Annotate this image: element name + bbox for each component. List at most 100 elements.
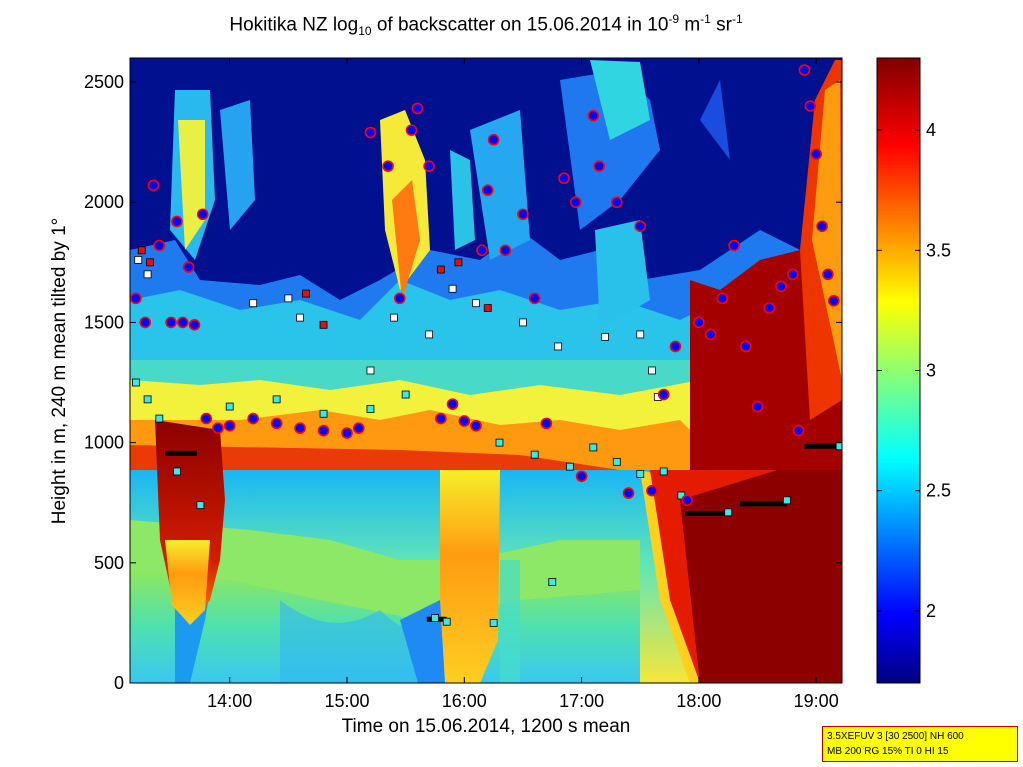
- layer-marker: [827, 294, 840, 307]
- layer-marker: [775, 280, 787, 293]
- cyan-marker: [724, 508, 733, 517]
- layer-marker: [481, 184, 494, 197]
- layer-marker: [575, 470, 588, 483]
- layer-marker: [247, 412, 259, 425]
- layer-marker: [176, 316, 189, 329]
- layer-marker: [147, 179, 160, 192]
- white-marker: [601, 332, 609, 341]
- x-tick-label: 16:00: [442, 691, 487, 711]
- white-marker: [284, 294, 293, 303]
- x-tick-label: 17:00: [559, 691, 604, 711]
- cyan-marker: [565, 462, 574, 471]
- info-box: 3.5XEFUV 3 [30 2500] NH 600 MB 200 RG 15…: [822, 726, 1018, 762]
- markers-layer: [130, 64, 842, 627]
- y-tick-label: 2000: [84, 192, 124, 212]
- layer-marker: [622, 487, 635, 499]
- layer-marker: [804, 100, 817, 112]
- layer-marker: [517, 208, 529, 221]
- layer-marker: [171, 215, 183, 228]
- white-marker: [554, 342, 563, 351]
- cyan-marker: [173, 467, 181, 476]
- layer-marker: [487, 133, 500, 146]
- layer-marker: [822, 268, 834, 281]
- cyan-marker: [155, 414, 164, 423]
- x-tick-label: 15:00: [324, 691, 369, 711]
- cyan-marker: [431, 614, 439, 622]
- colorbar-tick-label: 3.5: [926, 240, 951, 260]
- y-tick-label: 2500: [84, 72, 124, 92]
- layer-marker: [196, 208, 209, 221]
- layer-marker: [446, 398, 459, 410]
- cyan-marker: [612, 457, 621, 466]
- y-tick-label: 1500: [84, 312, 124, 332]
- layer-marker: [476, 244, 488, 257]
- x-tick-labels: 14:00 15:00 16:00 17:00 18:00 19:00: [207, 691, 839, 711]
- y-axis-label: Height in m, 240 m mean tilted by 1°: [49, 217, 70, 525]
- layer-marker: [223, 419, 236, 432]
- y-tick-label: 500: [94, 553, 124, 573]
- cyan-marker: [196, 501, 205, 510]
- cyan-marker: [401, 390, 410, 399]
- red-marker: [137, 246, 146, 255]
- layer-marker: [704, 328, 717, 341]
- white-marker: [448, 284, 457, 293]
- colorbar-ticks: 2 2.5 3 3.5 4: [877, 120, 951, 621]
- x-tick-label: 14:00: [207, 691, 252, 711]
- layer-marker: [634, 220, 647, 233]
- layer-marker: [558, 172, 570, 184]
- layer-marker: [423, 160, 435, 172]
- cyan-marker: [548, 578, 557, 586]
- colorbar-tick-label: 2: [926, 601, 936, 621]
- layer-marker: [139, 316, 152, 329]
- white-marker: [249, 299, 258, 308]
- white-marker: [472, 299, 480, 308]
- layer-marker: [130, 292, 142, 305]
- layer-marker: [693, 316, 705, 329]
- white-marker: [143, 270, 152, 279]
- red-marker: [146, 258, 154, 267]
- cyan-marker: [659, 467, 668, 476]
- layer-marker: [382, 160, 394, 172]
- layer-marker: [786, 268, 799, 281]
- white-marker: [636, 330, 645, 339]
- white-marker: [296, 313, 304, 322]
- layer-marker: [610, 196, 623, 209]
- layer-marker: [393, 292, 406, 305]
- layer-marker: [569, 196, 582, 209]
- info-line-1: 3.5XEFUV 3 [30 2500] NH 600: [827, 731, 964, 742]
- layer-marker: [470, 419, 482, 432]
- chart-title: Hokitika NZ log10 of backscatter on 15.0…: [229, 12, 743, 39]
- white-marker: [648, 366, 656, 375]
- layer-marker: [657, 388, 670, 401]
- white-marker: [134, 256, 143, 264]
- cyan-marker: [143, 395, 152, 404]
- layer-marker: [716, 292, 729, 305]
- cyan-marker: [272, 395, 281, 404]
- x-axis-label: Time on 15.06.2014, 1200 s mean: [341, 716, 631, 737]
- white-marker: [390, 313, 398, 322]
- layer-marker: [646, 484, 658, 497]
- layer-marker: [294, 422, 306, 434]
- layer-marker: [270, 417, 283, 430]
- layer-marker: [669, 340, 682, 353]
- axis-ticks: [130, 58, 842, 684]
- cyan-marker: [319, 409, 328, 418]
- layer-marker: [153, 239, 166, 252]
- layer-marker: [435, 412, 447, 425]
- layer-marker: [540, 417, 553, 430]
- layer-marker: [728, 239, 740, 252]
- layer-marker: [587, 109, 600, 122]
- cyan-marker: [131, 378, 140, 387]
- layer-marker: [317, 424, 330, 437]
- layer-marker: [352, 422, 365, 434]
- white-marker: [425, 330, 434, 339]
- cyan-marker: [530, 450, 539, 459]
- cyan-marker: [782, 496, 791, 505]
- layer-marker: [816, 220, 828, 233]
- y-tick-label: 0: [114, 673, 124, 693]
- colorbar-tick-label: 4: [926, 120, 936, 140]
- layer-marker: [751, 400, 764, 413]
- cyan-marker: [636, 469, 645, 478]
- layer-marker: [200, 412, 213, 425]
